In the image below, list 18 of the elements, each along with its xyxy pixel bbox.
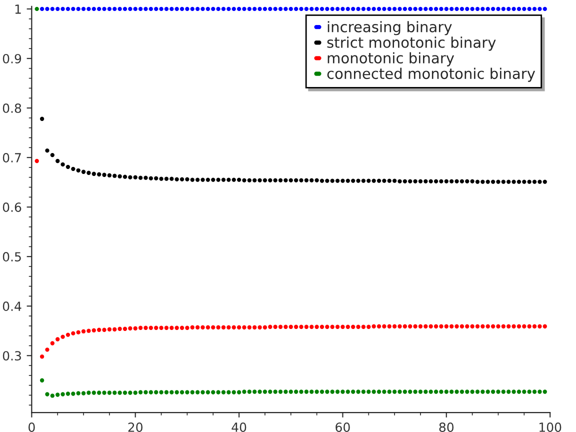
legend-label: monotonic binary bbox=[328, 52, 454, 66]
y-tick-label: 0.6 bbox=[2, 202, 22, 212]
y-tick-label: 0.5 bbox=[2, 252, 21, 262]
y-tick-label: 0.8 bbox=[2, 103, 22, 113]
legend-label: strict monotonic binary bbox=[327, 36, 496, 51]
x-tick-label: 20 bbox=[128, 422, 142, 432]
x-tick-label: 60 bbox=[336, 422, 350, 432]
y-tick-label: 0.9 bbox=[2, 54, 22, 64]
legend-label: increasing binary bbox=[328, 21, 452, 36]
legend-label: connected monotonic binary bbox=[327, 68, 536, 82]
x-tick-label: 100 bbox=[540, 422, 562, 432]
y-tick-label: 0.3 bbox=[2, 351, 21, 361]
x-tick-label: 80 bbox=[439, 422, 454, 432]
y-tick-label: 0.7 bbox=[2, 152, 21, 162]
y-tick-label: 1 bbox=[15, 4, 21, 14]
y-tick-label: 0.4 bbox=[2, 302, 22, 312]
x-tick-label: 0 bbox=[28, 422, 35, 432]
x-tick-label: 40 bbox=[232, 422, 246, 432]
